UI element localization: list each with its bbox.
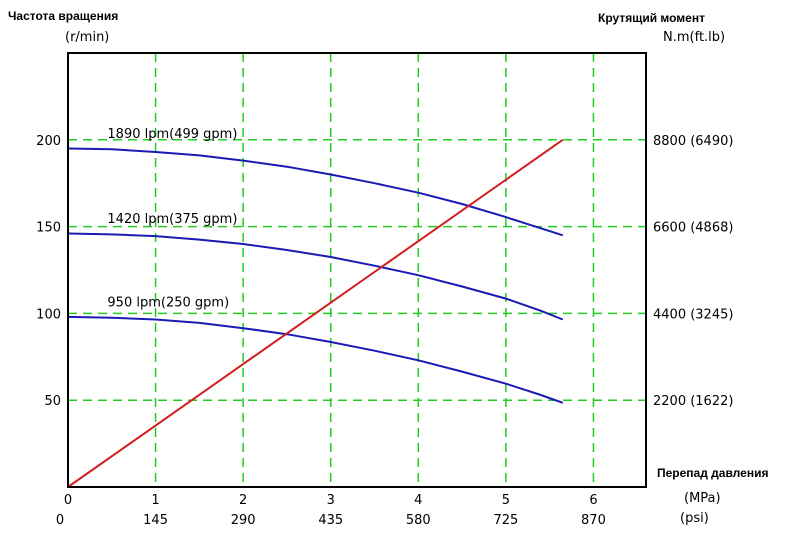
right-tick-label: 6600 (4868) [653,221,733,236]
right-tick-label: 4400 (3245) [653,307,733,322]
x-tick-label-mpa: 0 [64,493,72,508]
left-tick-label: 150 [36,221,61,236]
x-tick-label-mpa: 2 [239,493,247,508]
left-tick-label: 100 [36,307,61,322]
x-axis-unit-mpa: (MPa) [684,491,721,506]
x-tick-label-psi: 435 [318,513,343,528]
left-tick-label: 200 [36,134,61,149]
x-tick-label-mpa: 6 [589,493,597,508]
series-label: 1420 lpm(375 gpm) [107,212,237,227]
left-axis-unit: (r/min) [65,30,110,45]
series-label: 950 lpm(250 gpm) [107,295,229,310]
right-tick-label: 2200 (1622) [653,394,733,409]
x-tick-label-mpa: 5 [502,493,510,508]
x-tick-label-psi: 0 [56,513,64,528]
left-axis-title: Частота вращения [8,9,119,23]
speed-curve-1 [67,232,564,321]
x-tick-label-psi: 580 [406,513,431,528]
speed-curve-2 [67,315,564,404]
x-tick-label-psi: 290 [231,513,256,528]
torque-line [67,138,564,488]
speed-curve-0 [67,147,564,237]
x-tick-label-mpa: 1 [151,493,159,508]
x-tick-label-psi: 145 [143,513,168,528]
x-axis-title: Перепад давления [657,466,769,480]
x-axis-unit-psi: (psi) [680,511,709,526]
right-axis-unit: N.m(ft.lb) [663,30,726,45]
x-tick-label-mpa: 3 [327,493,335,508]
left-tick-label: 50 [44,394,61,409]
plot-frame [67,52,647,488]
x-tick-label-psi: 870 [581,513,606,528]
right-tick-label: 8800 (6490) [653,134,733,149]
x-tick-label-psi: 725 [493,513,518,528]
right-axis-title: Крутящий момент [598,11,705,25]
x-tick-label-mpa: 4 [414,493,422,508]
series-label: 1890 lpm(499 gpm) [107,127,237,142]
